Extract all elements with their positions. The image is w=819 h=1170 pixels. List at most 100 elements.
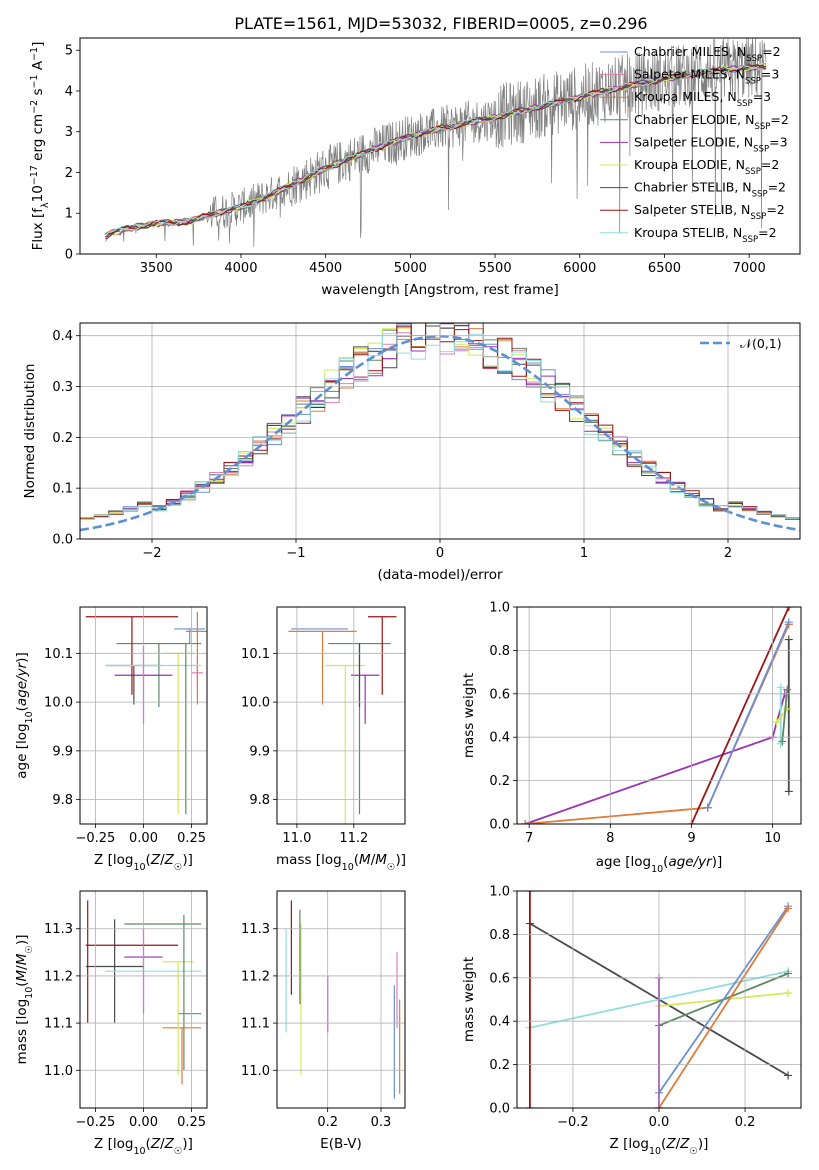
legend-entry: 𝒩(0,1) — [740, 336, 782, 351]
axes-mass_weight_vs_Z: −0.2 0.0 0.20.00.20.40.60.81.0Z [log10(Z/Z… — [461, 885, 802, 1157]
label-part: 10 — [649, 1146, 661, 1157]
weight-marker — [776, 683, 785, 692]
y-tick-label: 11.0 — [241, 1064, 270, 1079]
legend-entry: Salpeter MILES, NSSP=3 — [634, 67, 779, 87]
x-tick-label: 0.2 — [735, 1115, 756, 1130]
label-part: ☉ — [174, 862, 183, 873]
y-axis-label: Normed distribution — [22, 364, 38, 499]
x-tick-label: 4500 — [309, 261, 342, 276]
legend-part: Salpeter STELIB, N — [634, 202, 750, 217]
y-tick-label: 0.0 — [52, 533, 73, 548]
label-part: Z — [679, 1136, 690, 1152]
y-tick-label: 0.6 — [489, 971, 510, 986]
label-part: 10 — [30, 185, 46, 202]
y-tick-label: 0.8 — [489, 928, 510, 943]
legend-entry: Chabrier ELODIE, NSSP=2 — [634, 112, 789, 132]
x-tick-label: 0.0 — [649, 1115, 670, 1130]
x-tick-label: 5000 — [394, 261, 427, 276]
label-part: Z [log — [94, 852, 133, 868]
y-tick-label: 0.8 — [489, 644, 510, 659]
y-tick-label: 0.3 — [52, 380, 73, 395]
axes-frame — [79, 606, 208, 825]
y-tick-label: 9.8 — [249, 793, 270, 808]
label-part: age/yr — [14, 661, 30, 706]
label-part: M — [14, 969, 30, 981]
y-tick-label: 5 — [65, 44, 73, 59]
x-tick-label: 0.2 — [317, 1115, 338, 1130]
x-axis-label: wavelength [Angstrom, rest frame] — [321, 282, 559, 298]
axes-residual_histogram: −2 −1 0 1 2 0.0 0.1 0.2 0.3 0.4 (data-model)/error… — [22, 322, 801, 583]
y-tick-label: 0.4 — [52, 329, 73, 344]
x-tick-label: 0 — [436, 546, 444, 561]
x-tick-label: 0.25 — [177, 831, 206, 846]
label-part: erg cm — [30, 114, 46, 165]
label-part: ( — [146, 852, 151, 868]
x-tick-label: −2 — [142, 546, 161, 561]
plot-area — [105, 38, 767, 247]
label-part: 10 — [24, 711, 35, 723]
label-part: ( — [661, 1136, 666, 1152]
label-part: )] — [712, 854, 723, 870]
weight-marker — [521, 820, 530, 824]
legend-part: SSP — [746, 54, 762, 64]
weight-line-kroupa-miles — [525, 624, 790, 824]
axes-frame — [516, 890, 802, 1109]
label-part: ☉ — [387, 862, 396, 873]
y-axis-label: mass weight — [461, 957, 477, 1042]
label-part: ☉ — [174, 1146, 183, 1157]
x-tick-label: 11.0 — [282, 831, 311, 846]
x-tick-label: 6000 — [563, 261, 596, 276]
y-tick-label: 9.9 — [249, 744, 270, 759]
weight-marker — [784, 787, 793, 796]
label-part: M — [14, 953, 30, 965]
y-tick-label: 0.2 — [489, 1058, 510, 1073]
label-part: ( — [354, 852, 359, 868]
x-tick-label: −0.2 — [557, 1115, 589, 1130]
label-part: 10 — [342, 862, 354, 873]
legend-part: =2 — [762, 44, 780, 59]
axes-frame — [516, 606, 802, 825]
model-line-salpeter-elodie — [105, 63, 767, 236]
axes-frame — [79, 37, 801, 255]
label-part: mass [log — [276, 852, 342, 868]
x-tick-label: 0.25 — [177, 1115, 206, 1130]
y-tick-label: 11.3 — [241, 922, 270, 937]
y-axis-label: mass [log10(M/M☉)] — [14, 935, 35, 1065]
label-part: ☉ — [689, 1146, 698, 1157]
y-tick-label: 0.4 — [489, 1015, 510, 1030]
y-axis-label: mass weight — [461, 673, 477, 758]
plot-area — [85, 611, 207, 815]
x-axis-label: (data-model)/error — [377, 567, 503, 583]
y-tick-label: 11.0 — [44, 1064, 73, 1079]
y-tick-label: 11.1 — [241, 1017, 270, 1032]
y-tick-label: 0.2 — [52, 431, 73, 446]
plot-area — [521, 607, 793, 824]
label-part: )] — [182, 1136, 193, 1152]
x-tick-label: 0.3 — [371, 1115, 392, 1130]
x-tick-label: 0.00 — [129, 831, 158, 846]
legend-part: =3 — [753, 89, 771, 104]
label-part: / — [160, 852, 165, 868]
label-part: / — [676, 1136, 681, 1152]
label-part: −17 — [29, 165, 40, 185]
x-tick-label: −0.25 — [75, 1115, 115, 1130]
x-tick-label: 6500 — [648, 261, 681, 276]
x-tick-label: 11.2 — [339, 831, 368, 846]
axes-frame — [79, 890, 208, 1109]
legend-entry: Salpeter STELIB, NSSP=2 — [634, 202, 785, 222]
y-tick-label: 0.2 — [489, 774, 510, 789]
legend-part: Salpeter MILES, N — [634, 67, 745, 82]
x-axis-label: E(B-V) — [320, 1136, 362, 1152]
x-tick-label: −1 — [286, 546, 305, 561]
y-tick-label: 0.4 — [489, 731, 510, 746]
legend-entry: Kroupa STELIB, NSSP=2 — [634, 225, 777, 245]
y-tick-label: 0.1 — [52, 482, 73, 497]
label-part: M — [359, 852, 371, 868]
y-tick-label: 10.1 — [44, 647, 73, 662]
legend-entry: Salpeter ELODIE, NSSP=3 — [634, 134, 788, 154]
legend-part: =2 — [761, 157, 779, 172]
y-tick-label: 11.1 — [44, 1017, 73, 1032]
label-part: ( — [14, 706, 30, 711]
legend-part: SSP — [753, 144, 769, 154]
label-part: age/yr — [668, 854, 713, 870]
